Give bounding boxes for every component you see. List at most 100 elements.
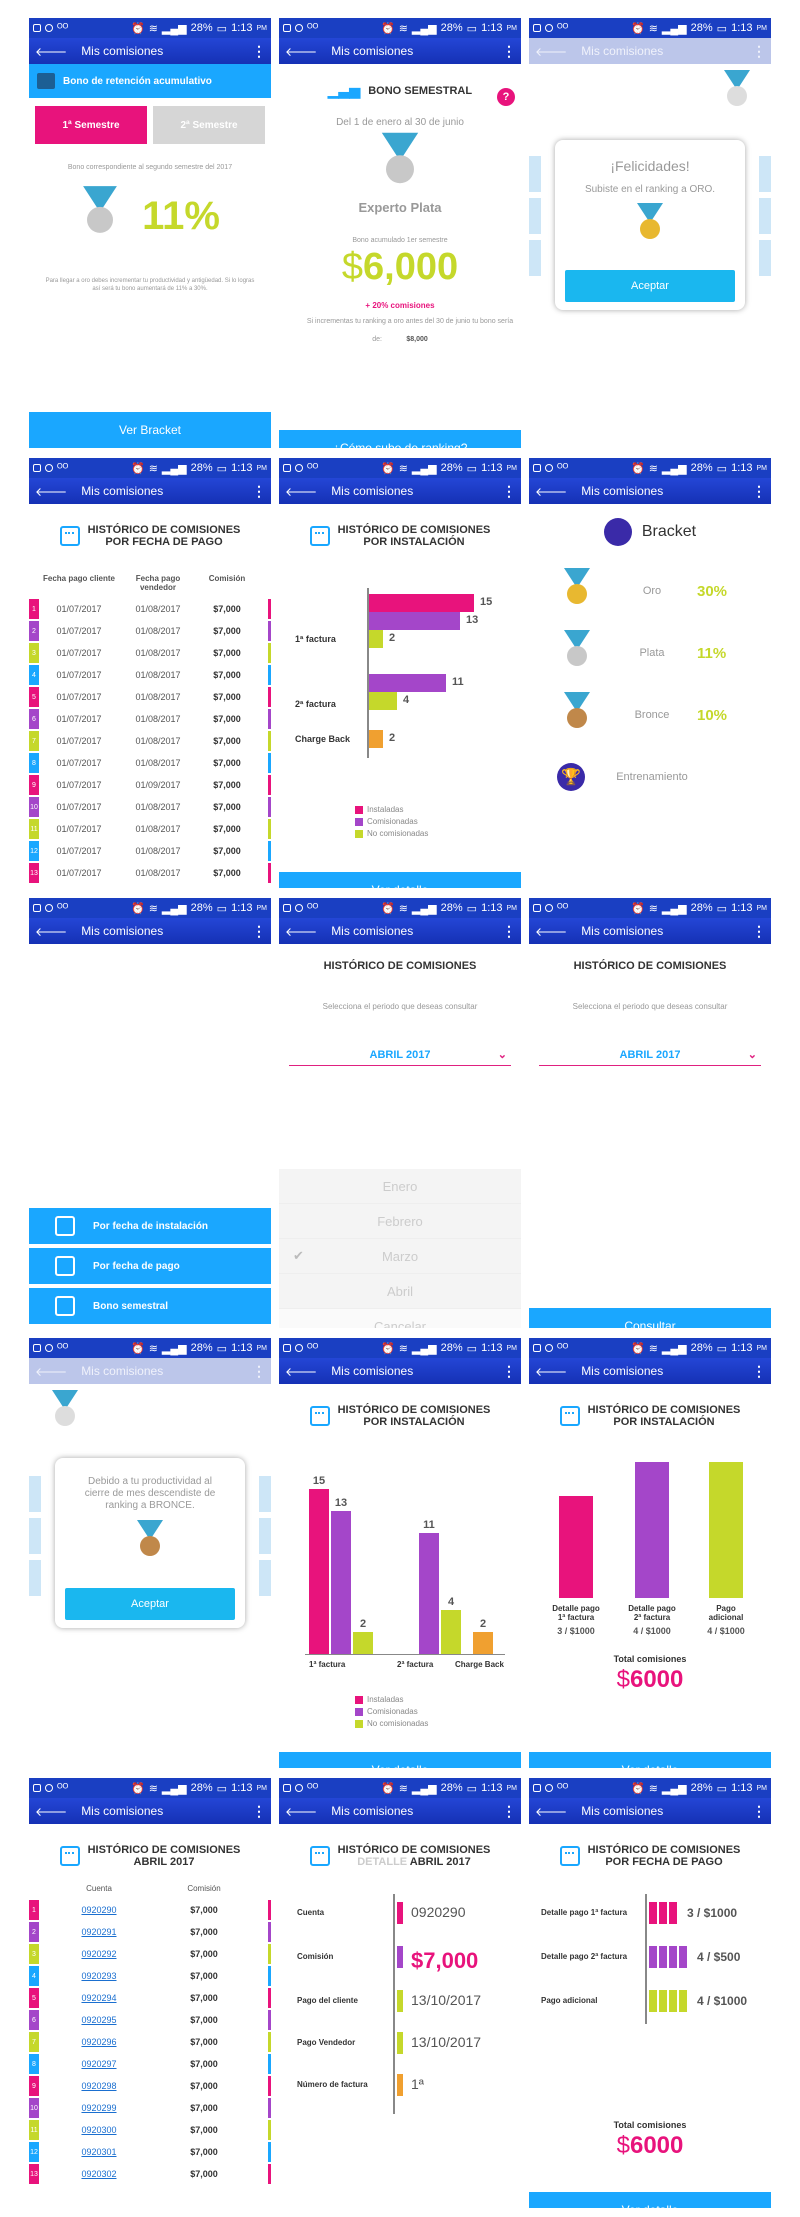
- account-link[interactable]: 0920300: [81, 2125, 117, 2135]
- view-detail-button[interactable]: Ver detalle: [279, 1752, 521, 1768]
- table-row[interactable]: 3 0920292 $7,000: [29, 1943, 271, 1965]
- view-detail-button[interactable]: Ver detalle: [279, 872, 521, 888]
- table-row[interactable]: 9 01/07/2017 01/09/2017 $7,000: [29, 774, 271, 796]
- account-link[interactable]: 0920293: [81, 1971, 117, 1981]
- more-vert-icon[interactable]: ⋮: [252, 1362, 266, 1379]
- back-arrow-icon[interactable]: 🡐: [535, 924, 568, 939]
- how-rank-up-button[interactable]: ¿Cómo subo de ranking?: [279, 430, 521, 448]
- account-link[interactable]: 0920295: [81, 2015, 117, 2025]
- more-vert-icon[interactable]: ⋮: [752, 1362, 766, 1379]
- more-vert-icon[interactable]: ⋮: [252, 482, 266, 499]
- account-link[interactable]: 0920290: [81, 1905, 117, 1915]
- more-vert-icon[interactable]: ⋮: [252, 922, 266, 939]
- table-row[interactable]: 10 0920299 $7,000: [29, 2097, 271, 2119]
- picker-option[interactable]: Enero: [279, 1169, 521, 1204]
- back-arrow-icon[interactable]: 🡐: [535, 1804, 568, 1819]
- view-detail-button[interactable]: Ver detalle: [529, 2192, 771, 2208]
- bar-no-comisionadas-1[interactable]: [353, 1632, 373, 1654]
- more-vert-icon[interactable]: ⋮: [752, 42, 766, 59]
- bracket-item[interactable]: 🏆 Entrenamiento: [529, 746, 771, 808]
- back-arrow-icon[interactable]: 🡐: [285, 1804, 318, 1819]
- back-arrow-icon[interactable]: 🡐: [285, 484, 318, 499]
- back-arrow-icon[interactable]: 🡐: [35, 44, 68, 59]
- table-row[interactable]: 1 01/07/2017 01/08/2017 $7,000: [29, 598, 271, 620]
- back-arrow-icon[interactable]: 🡐: [285, 44, 318, 59]
- more-vert-icon[interactable]: ⋮: [502, 1802, 516, 1819]
- bar-instaladas-1[interactable]: [369, 594, 474, 612]
- account-link[interactable]: 0920296: [81, 2037, 117, 2047]
- table-row[interactable]: 1 0920290 $7,000: [29, 1899, 271, 1921]
- back-arrow-icon[interactable]: 🡐: [535, 484, 568, 499]
- menu-item-1[interactable]: Por fecha de instalación: [29, 1208, 271, 1244]
- account-link[interactable]: 0920299: [81, 2103, 117, 2113]
- view-bracket-button[interactable]: Ver Bracket: [29, 412, 271, 448]
- bar-1[interactable]: [559, 1496, 593, 1598]
- menu-item-3[interactable]: Bono semestral: [29, 1288, 271, 1324]
- back-arrow-icon[interactable]: 🡐: [285, 1364, 318, 1379]
- account-link[interactable]: 0920294: [81, 1993, 117, 2003]
- account-link[interactable]: 0920302: [81, 2169, 117, 2179]
- table-row[interactable]: 4 01/07/2017 01/08/2017 $7,000: [29, 664, 271, 686]
- table-row[interactable]: 12 01/07/2017 01/08/2017 $7,000: [29, 840, 271, 862]
- table-row[interactable]: 11 0920300 $7,000: [29, 2119, 271, 2141]
- back-arrow-icon[interactable]: 🡐: [285, 924, 318, 939]
- table-row[interactable]: 2 01/07/2017 01/08/2017 $7,000: [29, 620, 271, 642]
- more-vert-icon[interactable]: ⋮: [752, 482, 766, 499]
- table-row[interactable]: 8 0920297 $7,000: [29, 2053, 271, 2075]
- more-vert-icon[interactable]: ⋮: [502, 42, 516, 59]
- table-row[interactable]: 9 0920298 $7,000: [29, 2075, 271, 2097]
- account-link[interactable]: 0920297: [81, 2059, 117, 2069]
- cancel-button[interactable]: Cancelar: [279, 1309, 521, 1328]
- back-arrow-icon[interactable]: 🡐: [35, 1804, 68, 1819]
- bracket-item[interactable]: Bronce 10%: [529, 684, 771, 746]
- table-row[interactable]: 13 0920302 $7,000: [29, 2163, 271, 2185]
- table-row[interactable]: 13 01/07/2017 01/08/2017 $7,000: [29, 862, 271, 884]
- tab-second-semester[interactable]: 2ª Semestre: [153, 106, 265, 144]
- back-arrow-icon[interactable]: 🡐: [35, 1364, 68, 1379]
- more-vert-icon[interactable]: ⋮: [752, 922, 766, 939]
- picker-option[interactable]: Febrero: [279, 1204, 521, 1239]
- table-row[interactable]: 8 01/07/2017 01/08/2017 $7,000: [29, 752, 271, 774]
- menu-item-2[interactable]: Por fecha de pago: [29, 1248, 271, 1284]
- table-row[interactable]: 6 01/07/2017 01/08/2017 $7,000: [29, 708, 271, 730]
- bar-comisionadas-1[interactable]: [331, 1511, 351, 1654]
- table-row[interactable]: 5 01/07/2017 01/08/2017 $7,000: [29, 686, 271, 708]
- back-arrow-icon[interactable]: 🡐: [35, 484, 68, 499]
- account-link[interactable]: 0920292: [81, 1949, 117, 1959]
- bar-comisionadas-1[interactable]: [369, 612, 460, 630]
- table-row[interactable]: 6 0920295 $7,000: [29, 2009, 271, 2031]
- table-row[interactable]: 4 0920293 $7,000: [29, 1965, 271, 1987]
- bar-comisionadas-2[interactable]: [369, 674, 446, 692]
- picker-option[interactable]: Abril: [279, 1274, 521, 1309]
- help-icon[interactable]: ?: [497, 88, 515, 106]
- bar-instaladas-1[interactable]: [309, 1489, 329, 1654]
- account-link[interactable]: 0920291: [81, 1927, 117, 1937]
- consult-button[interactable]: Consultar: [529, 1308, 771, 1328]
- bar-comisionadas-2[interactable]: [419, 1533, 439, 1654]
- bar-no-comisionadas-3[interactable]: [369, 730, 383, 748]
- bar-no-comisionadas-1[interactable]: [369, 630, 383, 648]
- bar-no-comisionadas-3[interactable]: [473, 1632, 493, 1654]
- table-row[interactable]: 7 0920296 $7,000: [29, 2031, 271, 2053]
- table-row[interactable]: 11 01/07/2017 01/08/2017 $7,000: [29, 818, 271, 840]
- accept-button[interactable]: Aceptar: [65, 1588, 235, 1620]
- bar-3[interactable]: [709, 1462, 743, 1598]
- bracket-item[interactable]: Plata 11%: [529, 622, 771, 684]
- table-row[interactable]: 10 01/07/2017 01/08/2017 $7,000: [29, 796, 271, 818]
- more-vert-icon[interactable]: ⋮: [252, 42, 266, 59]
- more-vert-icon[interactable]: ⋮: [502, 1362, 516, 1379]
- back-arrow-icon[interactable]: 🡐: [35, 924, 68, 939]
- back-arrow-icon[interactable]: 🡐: [535, 44, 568, 59]
- bar-no-comisionadas-2[interactable]: [441, 1610, 461, 1654]
- bracket-item[interactable]: Oro 30%: [529, 560, 771, 622]
- bar-2[interactable]: [635, 1462, 669, 1598]
- table-row[interactable]: 7 01/07/2017 01/08/2017 $7,000: [29, 730, 271, 752]
- bar-no-comisionadas-2[interactable]: [369, 692, 397, 710]
- more-vert-icon[interactable]: ⋮: [502, 482, 516, 499]
- accept-button[interactable]: Aceptar: [565, 270, 735, 302]
- table-row[interactable]: 3 01/07/2017 01/08/2017 $7,000: [29, 642, 271, 664]
- period-select[interactable]: ABRIL 2017 ⌄: [289, 1044, 511, 1066]
- more-vert-icon[interactable]: ⋮: [252, 1802, 266, 1819]
- more-vert-icon[interactable]: ⋮: [752, 1802, 766, 1819]
- table-row[interactable]: 2 0920291 $7,000: [29, 1921, 271, 1943]
